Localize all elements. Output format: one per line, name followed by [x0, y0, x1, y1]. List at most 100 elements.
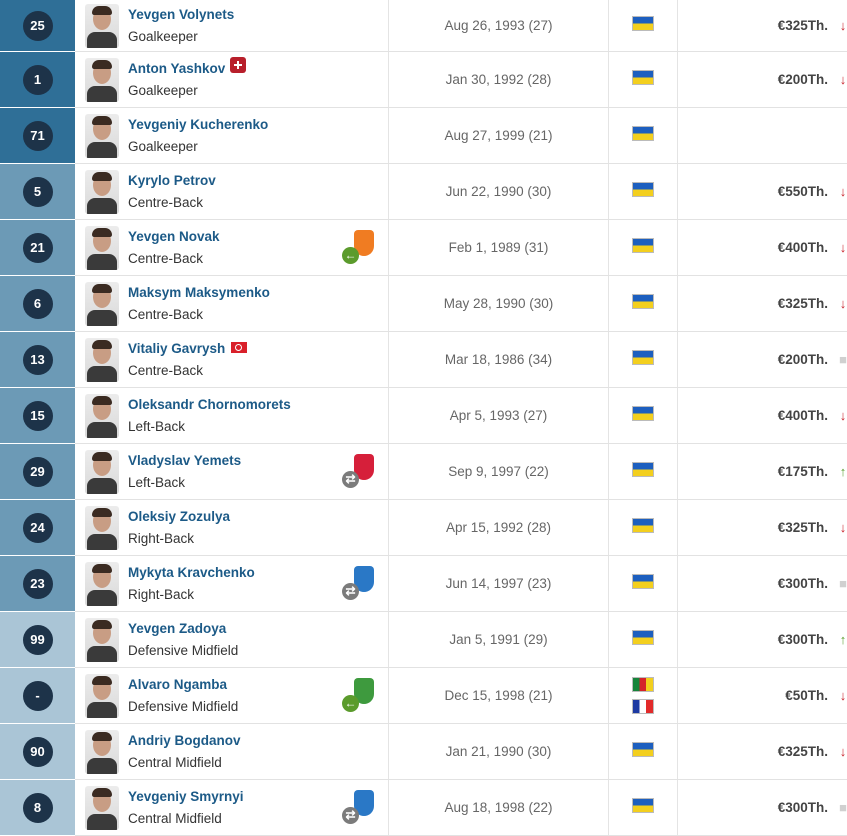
player-cell: Anton Yashkov Goalkeeper	[75, 52, 389, 108]
shirt-number-cell: 90	[0, 724, 75, 780]
value-down-icon: ↓	[837, 296, 847, 311]
player-row[interactable]: 24 Oleksiy Zozulya Right-Back Apr 15, 19…	[0, 500, 847, 556]
player-row[interactable]: 99 Yevgen Zadoya Defensive Midfield Jan …	[0, 612, 847, 668]
ukraine-flag-icon	[632, 238, 654, 253]
player-row[interactable]: 13 Vitaliy Gavrysh Centre-Back Mar 18, 1…	[0, 332, 847, 388]
player-row[interactable]: 25 Yevgen Volynets Goalkeeper Aug 26, 19…	[0, 0, 847, 52]
player-photo[interactable]	[85, 562, 119, 606]
loan-club-crest[interactable]: ←	[340, 678, 374, 712]
player-name-link[interactable]: Maksym Maksymenko	[128, 282, 270, 304]
cameroon-flag-icon	[632, 677, 654, 692]
market-value-link[interactable]: €325Th.	[778, 520, 828, 535]
market-value-link[interactable]: €400Th.	[778, 408, 828, 423]
loan-club-crest[interactable]: ⇄	[340, 566, 374, 600]
player-photo[interactable]	[85, 394, 119, 438]
player-row[interactable]: 71 Yevgeniy Kucherenko Goalkeeper Aug 27…	[0, 108, 847, 164]
loan-club-crest[interactable]: ⇄	[340, 790, 374, 824]
market-value-link[interactable]: €50Th.	[785, 688, 828, 703]
market-value-cell: €400Th. ↓	[678, 220, 847, 276]
player-name-link[interactable]: Yevgeniy Smyrnyi	[128, 786, 244, 808]
injury-icon[interactable]	[230, 57, 246, 73]
market-value-cell: €300Th. ■	[678, 780, 847, 836]
market-value-cell: €300Th.↑	[678, 612, 847, 668]
player-row[interactable]: 90 Andriy Bogdanov Central Midfield Jan …	[0, 724, 847, 780]
player-name-link[interactable]: Anton Yashkov	[128, 58, 225, 80]
player-name-link[interactable]: Andriy Bogdanov	[128, 730, 241, 752]
player-row[interactable]: 5 Kyrylo Petrov Centre-Back Jun 22, 1990…	[0, 164, 847, 220]
player-photo[interactable]	[85, 730, 119, 774]
market-value-link[interactable]: €325Th.	[778, 296, 828, 311]
player-name-link[interactable]: Oleksandr Chornomorets	[128, 394, 291, 416]
market-value-link[interactable]: €300Th.	[778, 632, 828, 647]
loan-out-icon: ⇄	[342, 471, 359, 488]
player-name-link[interactable]: Vladyslav Yemets	[128, 450, 241, 472]
turkey-flag-icon[interactable]	[231, 342, 247, 353]
market-value-link[interactable]: €175Th.	[778, 464, 828, 479]
player-photo[interactable]	[85, 338, 119, 382]
player-photo[interactable]	[85, 58, 119, 102]
player-row[interactable]: 21 Yevgen Novak Centre-Back ← Feb 1, 198…	[0, 220, 847, 276]
market-value-cell: €175Th.↑	[678, 444, 847, 500]
loan-club-crest[interactable]: ←	[340, 230, 374, 264]
market-value-link[interactable]: €400Th.	[778, 240, 828, 255]
player-photo[interactable]	[85, 226, 119, 270]
player-row[interactable]: 15 Oleksandr Chornomorets Left-Back Apr …	[0, 388, 847, 444]
value-down-icon: ↓	[837, 240, 847, 255]
player-photo[interactable]	[85, 450, 119, 494]
ukraine-flag-icon	[632, 574, 654, 589]
value-unchanged-icon: ■	[837, 800, 847, 815]
player-name-link[interactable]: Yevgen Zadoya	[128, 618, 226, 640]
player-cell: Yevgen Volynets Goalkeeper	[75, 0, 389, 52]
player-name-link[interactable]: Yevgeniy Kucherenko	[128, 114, 268, 136]
player-position: Centre-Back	[128, 360, 247, 382]
player-position: Central Midfield	[128, 808, 244, 830]
player-photo[interactable]	[85, 786, 119, 830]
nationality-cell	[609, 724, 678, 780]
player-name-link[interactable]: Kyrylo Petrov	[128, 170, 216, 192]
loan-club-crest[interactable]: ⇄	[340, 454, 374, 488]
player-name-link[interactable]: Yevgen Volynets	[128, 4, 234, 26]
player-row[interactable]: 23 Mykyta Kravchenko Right-Back ⇄ Jun 14…	[0, 556, 847, 612]
player-row[interactable]: 1 Anton Yashkov Goalkeeper Jan 30, 1992 …	[0, 52, 847, 108]
player-row[interactable]: - Alvaro Ngamba Defensive Midfield ← Dec…	[0, 668, 847, 724]
player-cell: Mykyta Kravchenko Right-Back ⇄	[75, 556, 389, 612]
value-down-icon: ↓	[837, 184, 847, 199]
nationality-cell	[609, 388, 678, 444]
player-photo[interactable]	[85, 114, 119, 158]
player-photo[interactable]	[85, 674, 119, 718]
market-value-cell: €200Th.↓	[678, 52, 847, 108]
player-photo[interactable]	[85, 282, 119, 326]
player-name-link[interactable]: Oleksiy Zozulya	[128, 506, 230, 528]
player-name-link[interactable]: Vitaliy Gavrysh	[128, 338, 225, 360]
birth-date-age: Jan 21, 1990 (30)	[389, 724, 609, 780]
loan-out-icon: ⇄	[342, 807, 359, 824]
market-value-link[interactable]: €300Th.	[778, 576, 828, 591]
market-value-link[interactable]: €325Th.	[778, 18, 828, 33]
player-name-link[interactable]: Mykyta Kravchenko	[128, 562, 255, 584]
player-row[interactable]: 29 Vladyslav Yemets Left-Back ⇄ Sep 9, 1…	[0, 444, 847, 500]
market-value-link[interactable]: €325Th.	[778, 744, 828, 759]
birth-date-age: May 28, 1990 (30)	[389, 276, 609, 332]
market-value-link[interactable]: €200Th.	[778, 352, 828, 367]
shirt-number-badge: 71	[23, 121, 53, 151]
birth-date-age: Aug 26, 1993 (27)	[389, 0, 609, 52]
market-value-link[interactable]: €300Th.	[778, 800, 828, 815]
player-name-link[interactable]: Alvaro Ngamba	[128, 674, 227, 696]
player-row[interactable]: 6 Maksym Maksymenko Centre-Back May 28, …	[0, 276, 847, 332]
player-photo[interactable]	[85, 170, 119, 214]
nationality-cell	[609, 52, 678, 108]
player-position: Goalkeeper	[128, 136, 268, 158]
player-photo[interactable]	[85, 618, 119, 662]
nationality-cell	[609, 444, 678, 500]
shirt-number-cell: 8	[0, 780, 75, 836]
player-photo[interactable]	[85, 506, 119, 550]
birth-date-age: Jan 30, 1992 (28)	[389, 52, 609, 108]
player-photo[interactable]	[85, 4, 119, 48]
player-name-link[interactable]: Yevgen Novak	[128, 226, 220, 248]
player-cell: Alvaro Ngamba Defensive Midfield ←	[75, 668, 389, 724]
market-value-link[interactable]: €550Th.	[778, 184, 828, 199]
player-row[interactable]: 8 Yevgeniy Smyrnyi Central Midfield ⇄ Au…	[0, 780, 847, 836]
market-value-link[interactable]: €200Th.	[778, 72, 828, 87]
